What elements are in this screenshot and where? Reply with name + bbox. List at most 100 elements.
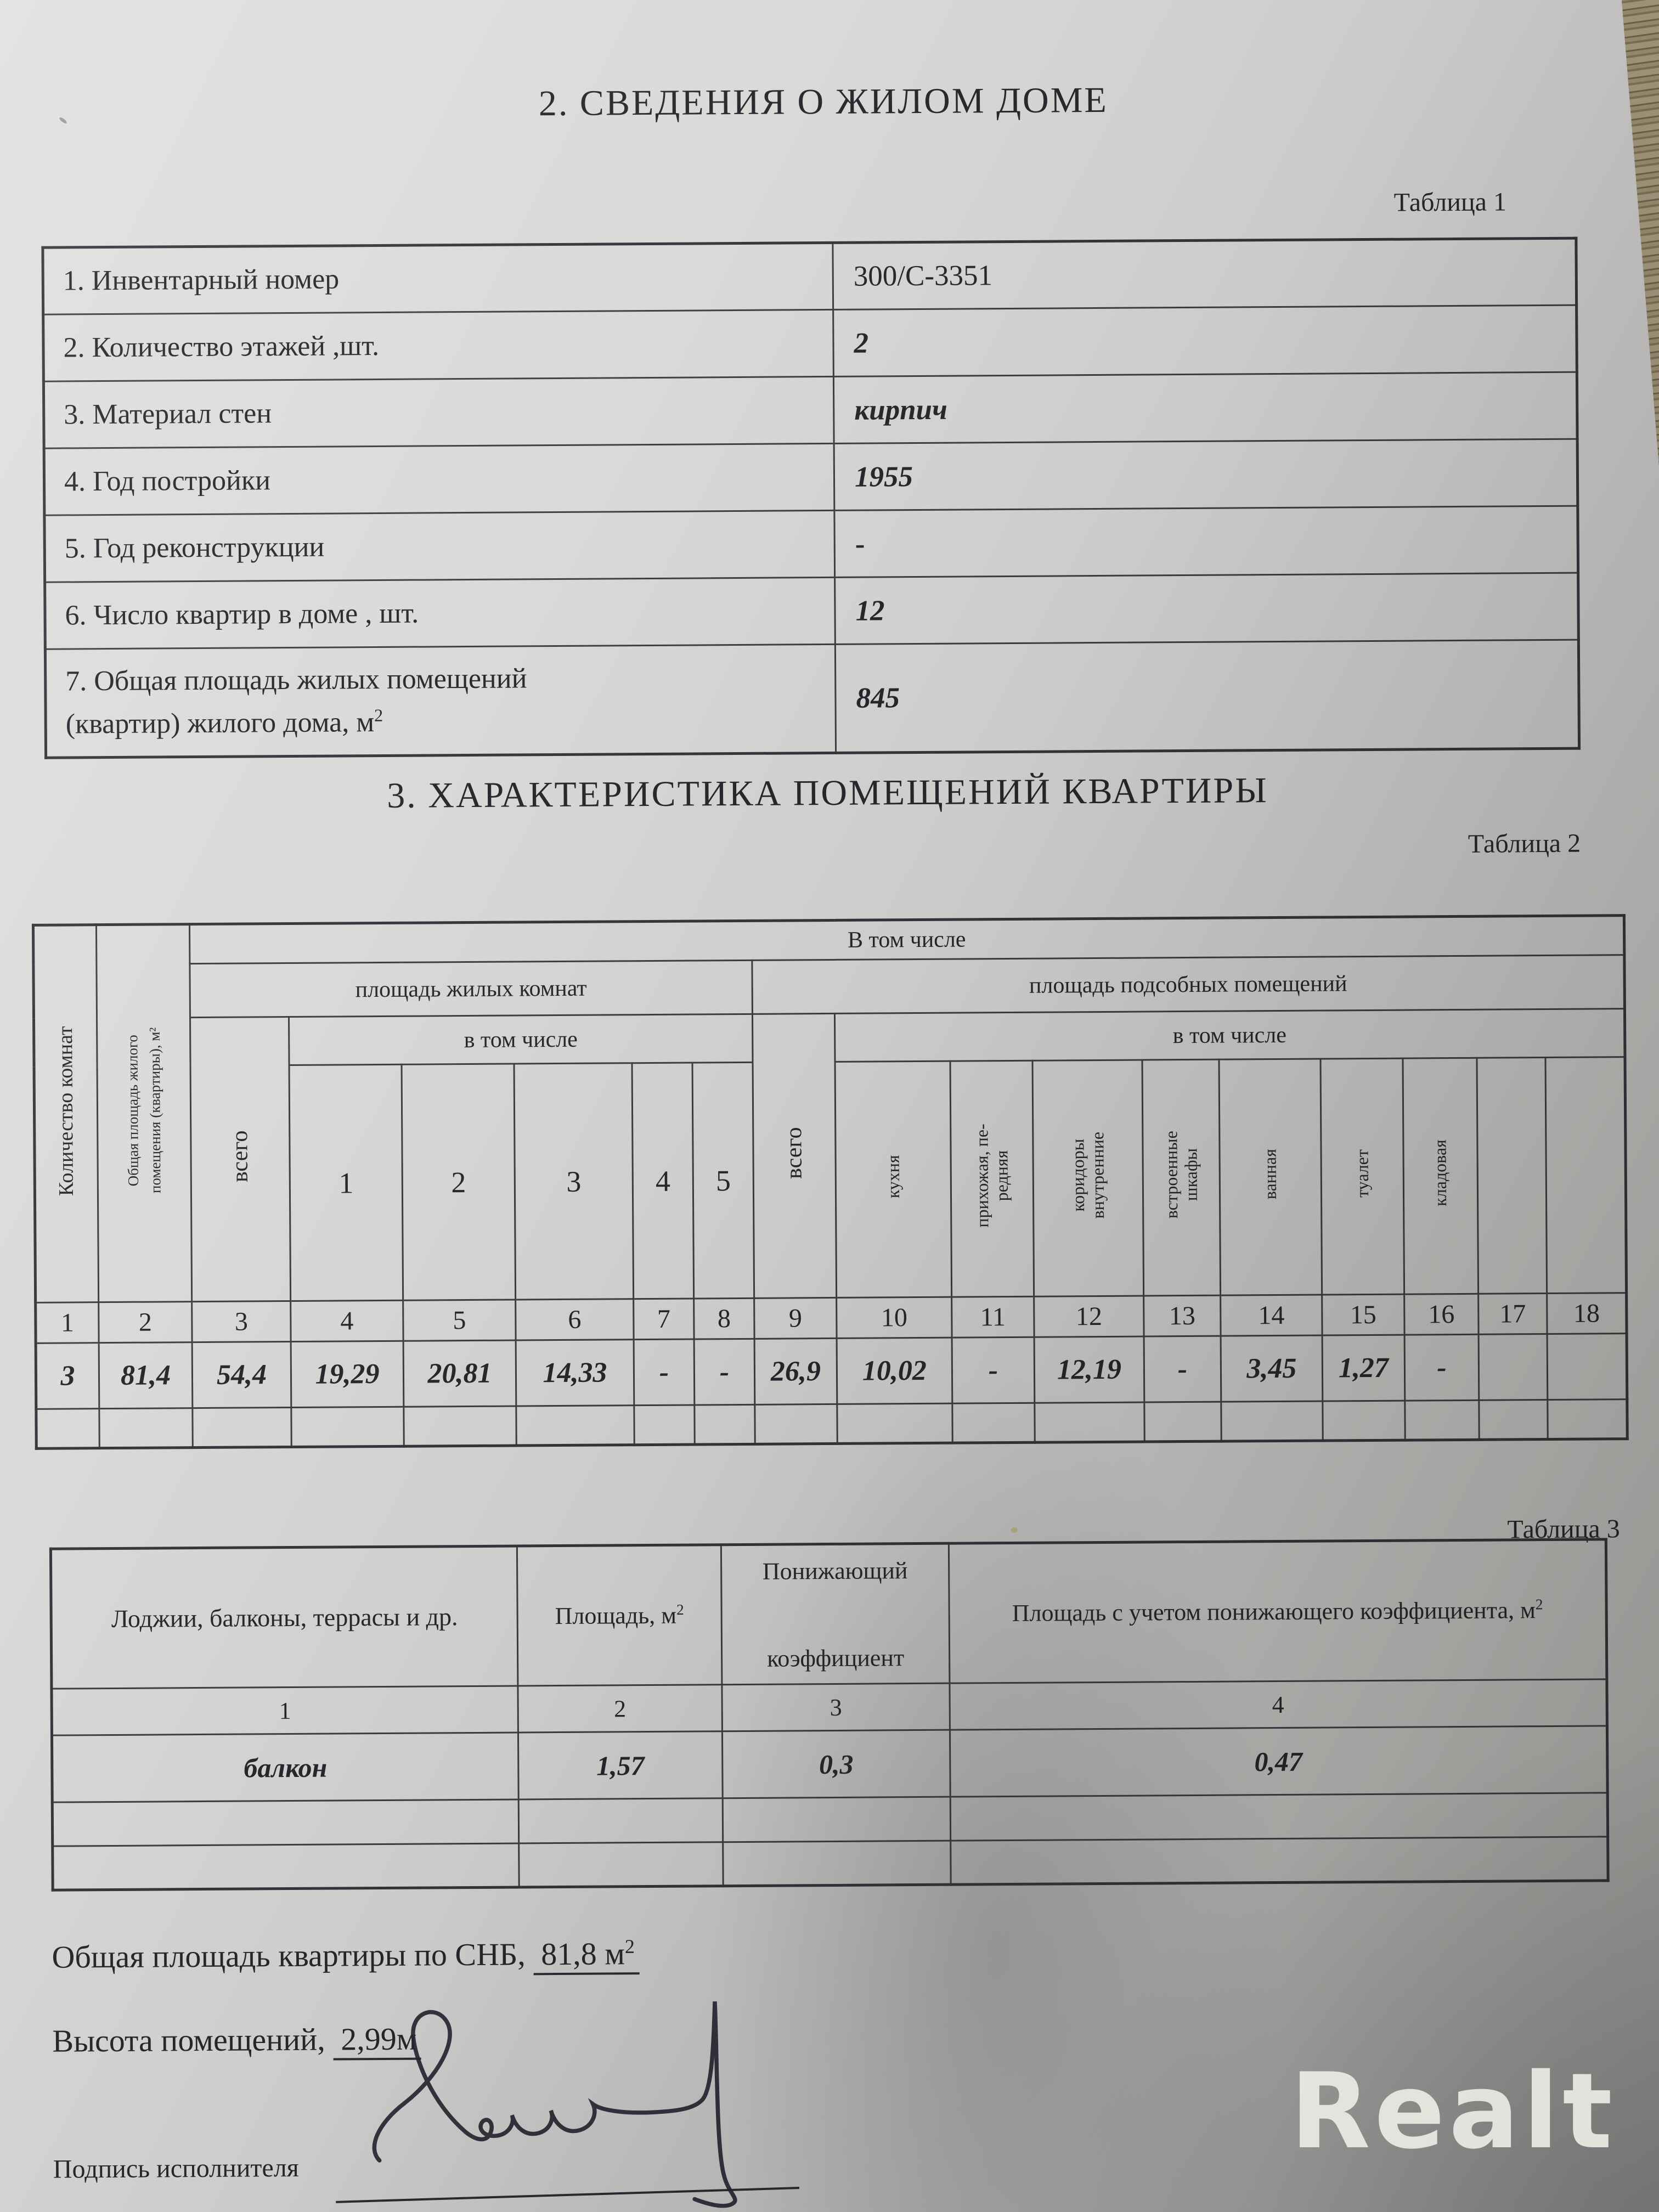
t1-label-wall-material: 3. Материал стен [43, 376, 834, 449]
t1-value-apartments-count: 12 [834, 573, 1579, 645]
t3-empty-row [52, 1836, 1609, 1891]
t2-colnum-cell: 5 [403, 1300, 516, 1341]
t2-data-cell: 26,9 [754, 1338, 837, 1405]
t1-label-inventory-number: 1. Инвентарный номер [42, 242, 833, 315]
t2-header-room-2: 2 [402, 1064, 516, 1301]
table-row: 5. Год реконструкции - [44, 506, 1578, 583]
t3-header-line: коэффициент [766, 1644, 905, 1672]
t2-data-cell: 3,45 [1221, 1335, 1323, 1402]
t1-label-line1: 7. Общая площадь жилых помещений [65, 663, 527, 697]
t2-data-cell: 1,27 [1322, 1335, 1405, 1402]
handwritten-signature [372, 2001, 737, 2208]
t2-header-room-5: 5 [692, 1062, 754, 1299]
t2-empty-cell [403, 1406, 517, 1447]
t3-colnum-cell: 2 [517, 1684, 723, 1733]
t2-header-storage: кладовая [1402, 1058, 1479, 1295]
t2-data-cell: 54,4 [192, 1341, 291, 1408]
t2-data-cell: 20,81 [403, 1340, 516, 1407]
t1-value-wall-material: кирпич [833, 372, 1578, 444]
t3-empty-cell [950, 1792, 1608, 1841]
t2-header-corridors: коридоры внутренние [1032, 1060, 1144, 1297]
t3-empty-cell [950, 1836, 1609, 1885]
t3-data-area: 1,57 [518, 1731, 723, 1799]
t2-header-room-count: Количество комнат [33, 924, 99, 1303]
t3-empty-cell [518, 1842, 724, 1887]
t2-header-living-including: в том числе [289, 1014, 753, 1065]
t2-header-living-area-group: площадь жилых комнат [189, 960, 753, 1018]
room-height-label: Высота помещений, [52, 2021, 325, 2059]
t2-header-aux-including: в том числе [834, 1008, 1626, 1062]
t2-colnum-cell: 10 [836, 1297, 952, 1339]
t2-empty-cell [1404, 1400, 1480, 1441]
t3-empty-cell [52, 1843, 520, 1891]
t3-empty-cell [723, 1797, 951, 1842]
t1-label-total-living-area: 7. Общая площадь жилых помещений (кварти… [45, 644, 836, 758]
t2-data-cell: 81,4 [99, 1342, 193, 1409]
t2-data-cell: - [952, 1337, 1035, 1404]
t2-colnum-cell: 18 [1547, 1293, 1627, 1334]
t2-header-empty-18 [1545, 1057, 1627, 1294]
t1-value-total-living-area: 845 [835, 640, 1579, 753]
t3-empty-cell [52, 1799, 519, 1847]
t2-empty-cell [694, 1404, 755, 1445]
t2-data-cell: - [694, 1339, 755, 1406]
t3-header-area-with-coefficient: Площадь с учетом понижающего коэффициент… [949, 1539, 1607, 1684]
superscript: 2 [374, 705, 383, 725]
table-row: 3. Материал стен кирпич [43, 372, 1578, 449]
table-2-apartment-rooms: Количество комнат Общая площадь жилого п… [31, 914, 1629, 1450]
t2-header-room-4: 4 [632, 1063, 694, 1299]
t2-empty-cell [634, 1405, 695, 1445]
t2-empty-cell [516, 1405, 635, 1446]
t2-header-bathroom: ванная [1218, 1059, 1322, 1296]
table-row: 6. Число квартир в доме , шт. 12 [44, 573, 1579, 650]
t2-data-cell: - [1144, 1336, 1221, 1403]
t1-label-floors: 2. Количество этажей ,шт. [43, 309, 834, 382]
t2-header-line: Общая площадь жилого [124, 1035, 142, 1187]
t2-colnum-cell: 1 [35, 1302, 99, 1344]
t2-empty-cell [1144, 1402, 1222, 1442]
t2-header-toilet: туалет [1320, 1058, 1404, 1295]
t3-data-row: балкон 1,57 0,3 0,47 [52, 1725, 1608, 1803]
t2-empty-cell [291, 1407, 404, 1447]
table-row: 2. Количество этажей ,шт. 2 [43, 305, 1577, 382]
t1-value-floors: 2 [833, 305, 1577, 377]
t3-colnum-cell: 1 [51, 1685, 518, 1736]
signature-label: Подпись исполнителя [53, 2153, 299, 2184]
t3-colnum-cell: 3 [721, 1683, 950, 1731]
t1-label-build-year: 4. Год постройки [44, 443, 834, 516]
t2-colnum-cell: 2 [98, 1301, 193, 1343]
t2-header-aux-area-group: площадь подсобных помещений [752, 955, 1625, 1014]
t2-colnum-cell: 7 [633, 1299, 695, 1340]
total-area-value: 81,8 м2 [533, 1936, 640, 1976]
t2-header-living-total: всего [190, 1017, 291, 1302]
t2-empty-cell [192, 1407, 292, 1448]
t2-colnum-cell: 4 [290, 1300, 404, 1342]
t2-empty-cell [1034, 1402, 1145, 1443]
t2-colnum-cell: 12 [1034, 1296, 1144, 1338]
table-2-label: Таблица 2 [1468, 828, 1581, 859]
t2-data-cell: 3 [36, 1342, 99, 1409]
t3-header-row: Лоджии, балконы, террасы и др. Площадь, … [50, 1539, 1607, 1689]
t1-label-reconstruction-year: 5. Год реконструкции [44, 510, 835, 583]
table-1-label: Таблица 1 [1393, 187, 1507, 217]
section-3-title: 3. ХАРАКТЕРИСТИКА ПОМЕЩЕНИЙ КВАРТИРЫ [387, 770, 1268, 816]
t2-data-cell: - [1404, 1334, 1479, 1401]
t2-data-cell [1479, 1334, 1548, 1401]
t2-colnum-cell: 13 [1143, 1295, 1221, 1337]
t2-empty-cell [754, 1404, 838, 1444]
t2-header-total-area: Общая площадь жилого помещения (квартиры… [96, 924, 192, 1302]
t1-value-inventory-number: 300/С-3351 [832, 238, 1577, 310]
t1-label-apartments-count: 6. Число квартир в доме , шт. [44, 577, 836, 650]
t2-header-empty-17 [1476, 1057, 1547, 1294]
t2-data-cell [1547, 1333, 1627, 1400]
t2-colnum-cell: 16 [1404, 1294, 1479, 1335]
t3-header-coefficient: Понижающий коэффициент [721, 1543, 950, 1685]
paper-speck [1011, 1527, 1018, 1533]
t2-empty-cell [99, 1408, 193, 1448]
t2-empty-cell [1547, 1399, 1628, 1440]
t3-header-line: Понижающий [762, 1556, 908, 1585]
t1-value-build-year: 1955 [834, 439, 1578, 511]
t2-colnum-cell: 14 [1220, 1295, 1323, 1336]
